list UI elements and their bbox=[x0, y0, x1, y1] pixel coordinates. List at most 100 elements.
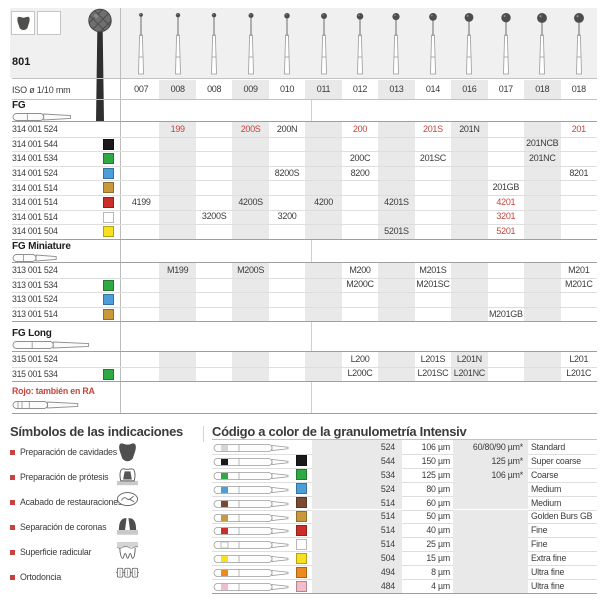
bottom-section-divider bbox=[203, 426, 204, 442]
iso-size-cell: 010 bbox=[280, 84, 295, 94]
grit-bur-icon bbox=[213, 524, 291, 542]
section-title-fg-miniature: FG Miniature bbox=[12, 241, 71, 252]
bur-number-cell: L201NC bbox=[453, 368, 486, 379]
row-rule bbox=[12, 366, 597, 368]
grit-row-rule bbox=[212, 537, 597, 539]
iso-size-cell: 009 bbox=[243, 84, 258, 94]
section-top-rule bbox=[12, 262, 597, 263]
prosthesis-prep-icon bbox=[116, 466, 139, 491]
indication-label: Separación de coronas bbox=[20, 522, 107, 532]
grit-extra-size bbox=[453, 510, 523, 524]
grit-name: Extra fine bbox=[531, 553, 567, 564]
grit-num-shade bbox=[312, 495, 402, 510]
fg-long-bur-icon bbox=[12, 338, 102, 357]
grit-bur-icon bbox=[213, 497, 291, 515]
grit-bur-icon bbox=[213, 552, 291, 570]
row-rule bbox=[12, 195, 597, 196]
grit-name: Ultra fine bbox=[531, 567, 565, 578]
bur-number-cell: M201SC bbox=[416, 279, 450, 290]
iso-size-cell: 008 bbox=[207, 84, 222, 94]
iso-size-cell: 013 bbox=[389, 84, 404, 94]
grit-extra-size bbox=[453, 496, 523, 510]
bur-number-cell: 201NCB bbox=[526, 138, 559, 149]
grit-swatch-red bbox=[103, 197, 114, 208]
bur-number-cell: 4200S bbox=[238, 196, 263, 207]
column-shade-iso bbox=[232, 80, 269, 99]
grit-number: 484 bbox=[380, 580, 395, 591]
restoration-finishing-icon bbox=[116, 491, 139, 512]
rule-below-iso bbox=[12, 99, 597, 100]
grit-grain-size: 15 µm bbox=[426, 553, 450, 564]
grit-swatch-green bbox=[296, 469, 307, 481]
grit-extra-size bbox=[453, 551, 523, 565]
round-bur-figure bbox=[392, 13, 401, 75]
large-bur-photo bbox=[88, 8, 112, 122]
grit-swatch-green bbox=[103, 368, 114, 380]
grit-number: 514 bbox=[380, 525, 395, 536]
bur-number-cell: M201C bbox=[565, 279, 593, 290]
grit-grain-size: 150 µm bbox=[421, 455, 451, 466]
grit-number: 494 bbox=[380, 567, 395, 578]
row-rule bbox=[12, 209, 597, 211]
grit-bur-icon bbox=[213, 441, 291, 459]
bur-number-cell: M200C bbox=[346, 279, 374, 290]
row-rule bbox=[12, 180, 597, 182]
grit-extra-shade bbox=[453, 495, 528, 510]
bur-code: 313 001 524 bbox=[12, 265, 58, 276]
section-top-rule bbox=[12, 121, 597, 122]
bur-number-cell: 200S bbox=[240, 123, 261, 134]
bur-number-cell: 3201 bbox=[496, 211, 516, 222]
bur-number-cell: 5201S bbox=[384, 225, 409, 236]
bur-number-cell: L201C bbox=[566, 368, 592, 379]
indication-bullet bbox=[10, 575, 15, 580]
indication-bullet bbox=[10, 475, 15, 480]
grit-bottom-rule bbox=[212, 592, 597, 594]
iso-size-cell: 012 bbox=[352, 84, 368, 94]
figure-number: 801 bbox=[12, 56, 31, 68]
grit-name: Super coarse bbox=[531, 455, 581, 466]
grit-bur-icon bbox=[213, 580, 291, 598]
indication-bullet bbox=[10, 500, 15, 505]
bur-number-cell: 3200 bbox=[277, 211, 297, 222]
grit-swatch-yellow bbox=[296, 552, 307, 564]
grit-grain-size: 50 µm bbox=[426, 511, 450, 522]
grit-number: 514 bbox=[380, 497, 395, 508]
grit-top-rule bbox=[212, 439, 597, 440]
grit-extra-shade bbox=[453, 551, 528, 566]
iso-size-cell: 017 bbox=[498, 84, 513, 94]
grit-num-shade bbox=[312, 523, 402, 538]
column-shade-iso bbox=[451, 80, 488, 99]
bur-number-cell: 201GB bbox=[492, 182, 520, 193]
orthodontics-icon bbox=[116, 566, 139, 584]
grit-extra-size: 60/80/90 µm* bbox=[472, 441, 523, 452]
column-shade-iso bbox=[159, 80, 196, 99]
iso-size-cell: 016 bbox=[462, 84, 477, 94]
grit-grain-size: 4 µm bbox=[431, 580, 450, 591]
section-bottom-rule bbox=[12, 238, 597, 240]
indication-bullet bbox=[10, 525, 15, 530]
bur-number-cell: 200N bbox=[276, 123, 298, 134]
grit-swatch-red bbox=[296, 524, 307, 536]
round-bur-figure bbox=[211, 13, 218, 75]
bur-number-cell: 201S bbox=[423, 123, 443, 134]
cavity-prep-icon bbox=[116, 441, 139, 468]
fg-bur-icon bbox=[12, 110, 82, 129]
grit-extra-size bbox=[453, 579, 523, 593]
row-rule bbox=[12, 306, 597, 308]
grit-extra-size bbox=[453, 537, 523, 551]
grit-name: Medium bbox=[531, 497, 562, 508]
grit-name: Coarse bbox=[531, 469, 559, 480]
grit-swatch-brown bbox=[296, 497, 307, 509]
grit-number: 534 bbox=[380, 469, 395, 480]
bur-number-cell: M200S bbox=[237, 264, 265, 275]
grit-swatch-white bbox=[103, 211, 114, 223]
indication-label: Ortodoncia bbox=[20, 572, 62, 582]
bur-number-cell: 8201 bbox=[569, 167, 589, 178]
section-bottom-rule bbox=[12, 381, 597, 383]
bur-code: 315 001 524 bbox=[12, 354, 58, 365]
grit-swatch-pink bbox=[296, 580, 307, 592]
round-bur-figure bbox=[501, 13, 511, 75]
bur-code: 314 001 514 bbox=[12, 182, 58, 193]
bur-number-cell: L201SC bbox=[417, 368, 449, 379]
